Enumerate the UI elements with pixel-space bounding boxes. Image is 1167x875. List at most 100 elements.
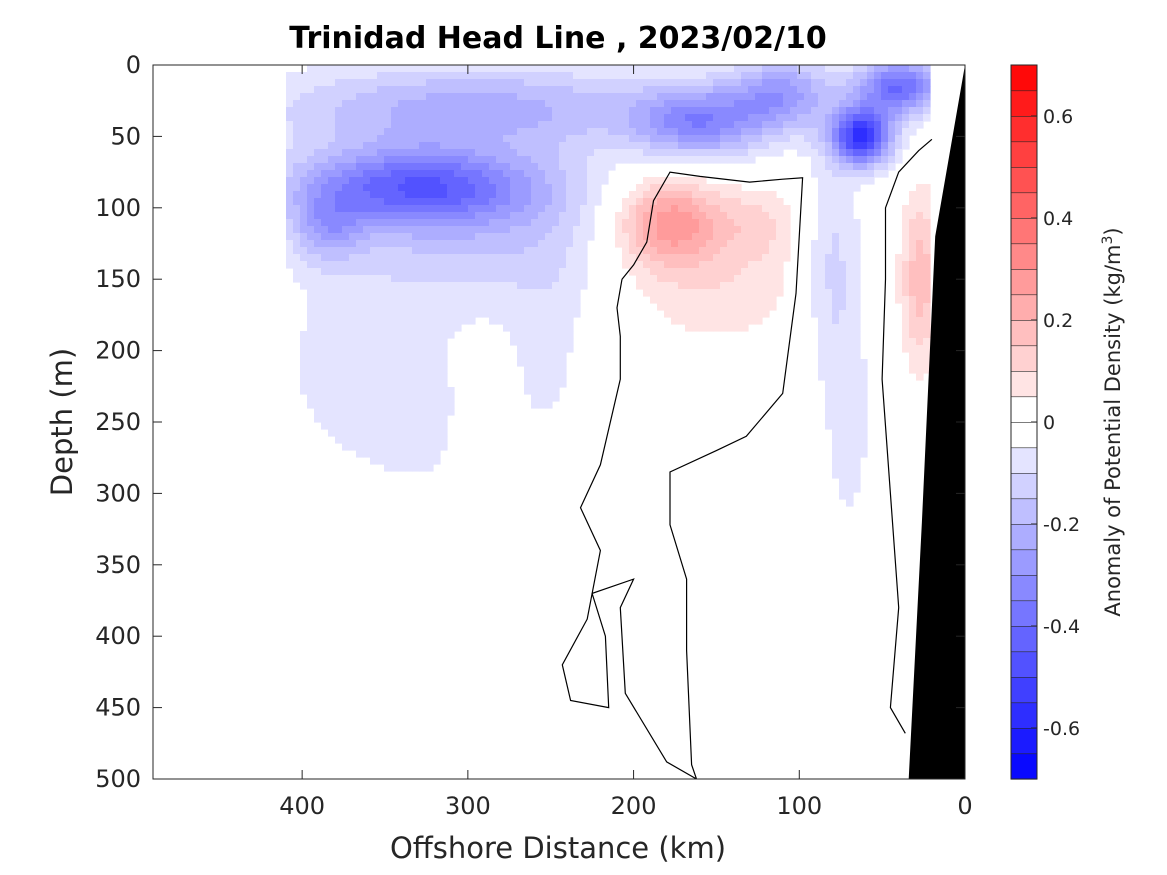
field-cell	[377, 289, 385, 297]
field-cell	[398, 436, 406, 444]
field-cell	[783, 226, 791, 234]
field-cell	[797, 86, 805, 94]
field-cell	[832, 142, 840, 150]
field-cell	[517, 296, 525, 304]
field-cell	[370, 72, 378, 80]
field-cell	[356, 268, 364, 276]
field-cell	[671, 240, 679, 248]
field-cell	[391, 331, 399, 339]
field-cell	[321, 135, 329, 143]
field-cell	[447, 177, 455, 185]
field-cell	[524, 205, 532, 213]
field-cell	[846, 352, 854, 360]
field-cell	[706, 149, 714, 157]
field-cell	[559, 177, 567, 185]
field-cell	[769, 79, 777, 87]
field-cell	[566, 72, 574, 80]
field-cell	[713, 289, 721, 297]
field-cell	[839, 212, 847, 220]
field-cell	[328, 345, 336, 353]
field-cell	[377, 149, 385, 157]
field-cell	[300, 387, 308, 395]
field-cell	[860, 394, 868, 402]
field-cell	[769, 268, 777, 276]
field-cell	[804, 114, 812, 122]
field-cell	[363, 65, 371, 73]
field-cell	[475, 184, 483, 192]
field-cell	[398, 296, 406, 304]
field-cell	[349, 331, 357, 339]
field-cell	[391, 233, 399, 241]
field-cell	[370, 422, 378, 430]
field-cell	[342, 373, 350, 381]
field-cell	[839, 191, 847, 199]
field-cell	[426, 191, 434, 199]
field-cell	[433, 170, 441, 178]
field-cell	[650, 205, 658, 213]
field-cell	[419, 345, 427, 353]
field-cell	[818, 268, 826, 276]
field-cell	[832, 464, 840, 472]
field-cell	[468, 198, 476, 206]
field-cell	[832, 268, 840, 276]
field-cell	[328, 408, 336, 416]
field-cell	[328, 142, 336, 150]
field-cell	[573, 212, 581, 220]
field-cell	[531, 359, 539, 367]
field-cell	[594, 177, 602, 185]
field-cell	[503, 275, 511, 283]
field-cell	[468, 247, 476, 255]
field-cell	[321, 415, 329, 423]
field-cell	[818, 79, 826, 87]
field-cell	[706, 93, 714, 101]
field-cell	[412, 121, 420, 129]
field-cell	[867, 93, 875, 101]
field-cell	[286, 107, 294, 115]
field-cell	[664, 156, 672, 164]
field-cell	[419, 317, 427, 325]
field-cell	[419, 289, 427, 297]
field-cell	[650, 121, 658, 129]
field-cell	[293, 247, 301, 255]
field-cell	[636, 191, 644, 199]
field-cell	[762, 65, 770, 73]
field-cell	[510, 65, 518, 73]
seafloor-shape	[908, 65, 965, 779]
field-cell	[384, 429, 392, 437]
colorbar-swatch	[1010, 447, 1038, 474]
field-cell	[580, 282, 588, 290]
field-cell	[335, 219, 343, 227]
field-cell	[657, 142, 665, 150]
field-cell	[895, 282, 903, 290]
field-cell	[559, 289, 567, 297]
field-cell	[720, 324, 728, 332]
field-cell	[524, 156, 532, 164]
field-cell	[769, 219, 777, 227]
field-cell	[860, 177, 868, 185]
field-cell	[482, 170, 490, 178]
field-cell	[524, 303, 532, 311]
field-cell	[853, 254, 861, 262]
field-cell	[685, 198, 693, 206]
field-cell	[356, 100, 364, 108]
colorbar-swatch	[1010, 243, 1038, 270]
field-cell	[412, 205, 420, 213]
field-cell	[342, 310, 350, 318]
field-cell	[566, 149, 574, 157]
field-cell	[762, 226, 770, 234]
field-cell	[342, 86, 350, 94]
field-cell	[328, 184, 336, 192]
field-cell	[846, 275, 854, 283]
field-cell	[895, 149, 903, 157]
field-cell	[461, 296, 469, 304]
field-cell	[412, 366, 420, 374]
field-cell	[783, 65, 791, 73]
field-cell	[713, 240, 721, 248]
field-cell	[818, 289, 826, 297]
field-cell	[776, 65, 784, 73]
field-cell	[426, 233, 434, 241]
field-cell	[377, 310, 385, 318]
field-cell	[524, 100, 532, 108]
field-cell	[412, 296, 420, 304]
field-cell	[692, 317, 700, 325]
